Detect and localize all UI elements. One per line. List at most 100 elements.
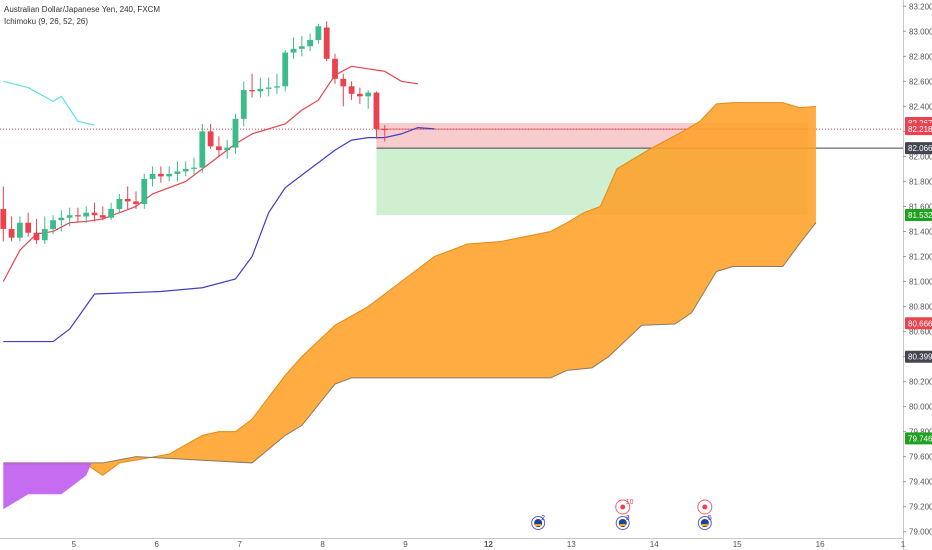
candle-body [141,178,148,204]
time-tick-label: 1 [901,540,906,549]
price-tick-label: 83.000 [909,27,932,36]
price-tick-label: 80.800 [909,303,932,312]
candle-body [0,208,7,229]
candle-body [356,93,363,97]
candle-body [348,86,355,94]
candle-body [332,58,338,79]
candle-body [41,228,48,241]
candle-body [66,215,73,218]
candle-body [224,147,231,151]
time-tick-label: 15 [733,540,742,549]
price-tick-label: 81.400 [909,227,932,236]
candle-body [232,118,239,148]
price-tick-label: 79.600 [909,453,932,462]
candle-body [323,27,330,59]
candle-body [381,128,388,131]
price-tick-label: 79.200 [909,503,932,512]
candle-body [8,228,15,238]
time-tick-label: 16 [816,540,825,549]
price-tick-label: 79.000 [909,528,932,537]
price-label-text: 81.532 [908,211,932,220]
senkou-span-a [3,102,816,477]
price-labels: 82.26782.21882.06681.53280.66680.39979.7… [905,116,932,445]
senkou-span-b [3,222,817,464]
price-tick-label: 81.000 [909,278,932,287]
candle-body [124,198,131,202]
price-axis[interactable]: 83.20083.00082.80082.60082.40082.20082.0… [903,0,932,550]
event-markers: 2 10 3 5 [531,499,713,530]
time-tick-label: 9 [403,540,408,549]
candle-body [216,146,222,151]
candle-body [315,26,322,41]
candle-body [365,92,372,97]
time-tick-label: 5 [72,540,77,549]
candle-body [265,87,272,89]
candle-body [174,171,181,174]
price-label-text: 82.218 [908,125,932,134]
candle-body [91,212,98,216]
candle-body [25,222,32,233]
price-tick-label: 80.600 [909,328,932,337]
candle-body [75,215,81,217]
candle-body [99,215,106,218]
price-label-text: 79.746 [908,434,932,443]
time-axis[interactable]: 5 6 7 8 9 12 13 14 15 16 1 [0,538,906,550]
candle-body [83,212,90,217]
candle-body [298,46,305,49]
candlesticks [0,21,388,244]
candle-body [340,78,347,87]
price-label-box [905,142,932,155]
cloud-bullish [3,102,816,476]
price-tick-label: 81.800 [909,177,932,186]
flag-count: 3 [626,515,630,522]
flag-count: 5 [708,515,712,522]
candle-body [33,232,40,241]
price-tick-label: 82.600 [909,77,932,86]
price-tick-label: 83.200 [909,2,932,11]
chart-legend: Australian Dollar/Japanese Yen, 240, FXC… [4,4,160,28]
price-label-box [905,123,932,136]
price-label-box [905,432,932,445]
tenkan-line [2,65,419,282]
time-tick-label: 12 [484,540,493,549]
time-tick-label: 6 [154,540,159,549]
candle-body [133,201,139,204]
candle-body [257,88,264,92]
candle-body [282,52,289,87]
indicator-lines [2,65,435,343]
flag-band [535,524,542,526]
candle-body [191,167,197,169]
price-tick-label: 79.400 [909,478,932,487]
time-tick-label: 8 [320,540,325,549]
candle-body [290,48,297,53]
price-label-text: 80.666 [908,319,932,328]
price-label-text: 80.399 [908,353,932,362]
symbol-title: Australian Dollar/Japanese Yen, 240, FXC… [4,5,161,14]
time-tick-label: 14 [650,540,659,549]
cloud-bearish [3,462,92,510]
ichimoku-cloud [3,102,817,510]
candle-body [16,222,23,238]
price-label-box [905,317,932,330]
price-label-text: 82.066 [908,144,932,153]
price-tick-label: 82.000 [909,152,932,161]
price-tick-label: 79.800 [909,428,932,437]
candle-body [240,90,247,119]
flag-count: 2 [541,515,545,522]
candle-body [116,198,123,209]
candle-body [58,217,65,221]
candle-body [373,92,380,129]
candle-body [108,208,115,218]
price-label-box [905,350,932,363]
price-tick-label: 80.000 [909,403,932,412]
price-tick-label: 80.200 [909,378,932,387]
chikou-line [3,80,95,126]
candle-body [249,90,255,92]
alert-count: 10 [626,499,634,506]
price-tick-label: 82.400 [909,102,932,111]
kijun-line [3,127,435,343]
price-tick-label: 82.800 [909,52,932,61]
alert-dot [620,504,626,510]
candle-body [149,173,156,179]
